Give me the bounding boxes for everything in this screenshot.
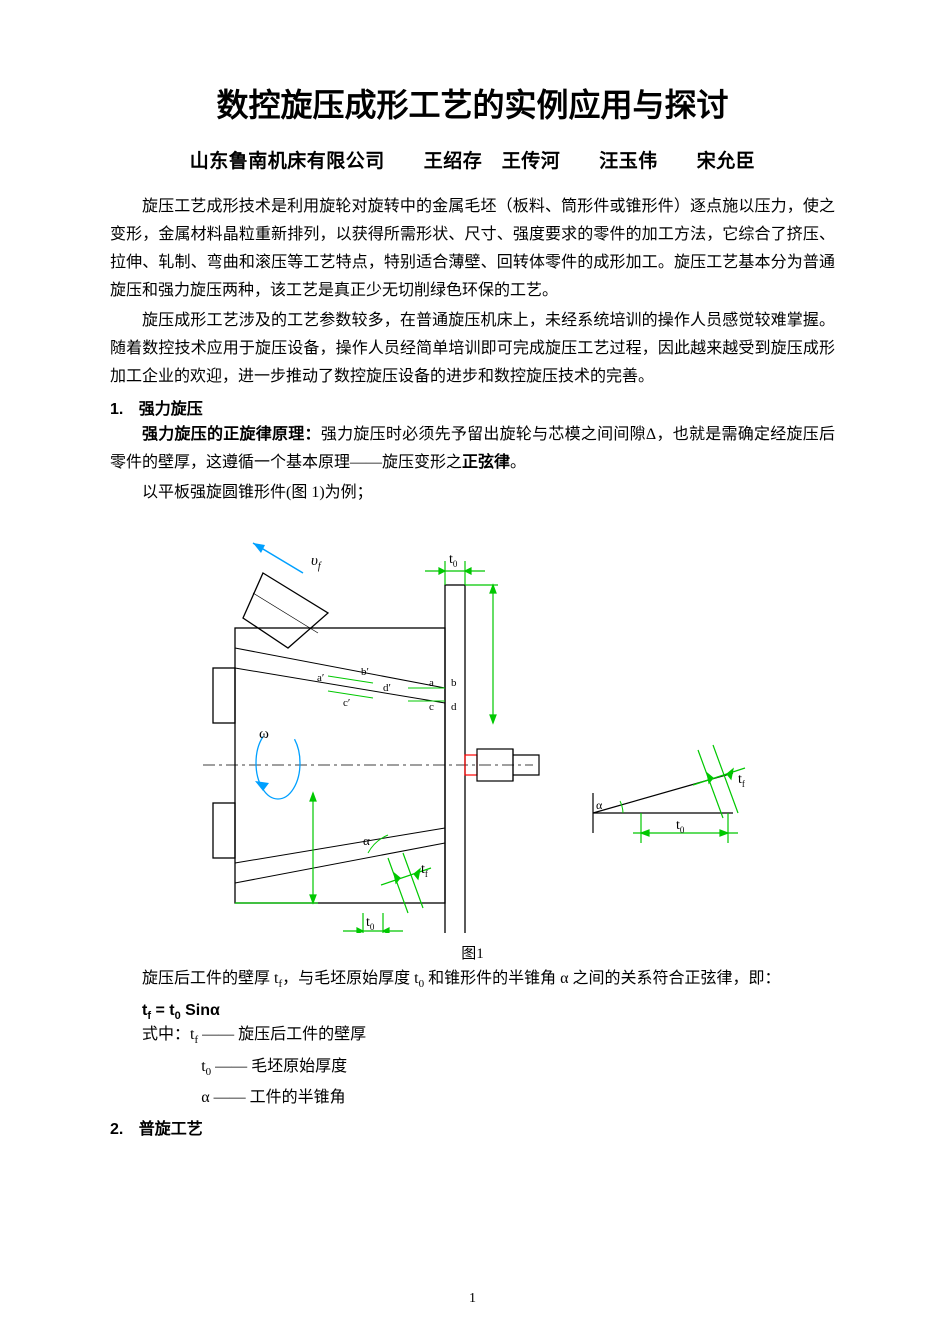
fig-vf-arrow: [253, 543, 303, 573]
fig-label-b: b: [451, 677, 457, 689]
figure-1-caption: 图1: [110, 942, 835, 963]
fig-detail-tf: tf: [738, 772, 745, 789]
fig-label-a: a: [429, 677, 434, 689]
section-1-title: 强力旋压: [139, 401, 203, 418]
section-1-lead-tail: 。: [510, 454, 526, 471]
equation-def-2: t0 —— 毛坯原始厚度: [201, 1054, 835, 1085]
fig-label-vf: υf: [311, 553, 322, 572]
paragraph-3: 旋压后工件的壁厚 tf，与毛坯原始厚度 t0 和锥形件的半锥角 α 之间的关系符…: [110, 965, 835, 998]
fig-cone-lo2: [235, 828, 445, 863]
fig-roller-axis: [253, 593, 318, 633]
fig-label-alpha-lo: α: [363, 833, 370, 848]
fig-label-dp: d′: [383, 682, 391, 694]
fig-label-c: c: [429, 701, 434, 713]
page: 数控旋压成形工艺的实例应用与探讨 山东鲁南机床有限公司 王绍存 王传河 汪玉伟 …: [0, 0, 945, 1337]
fig-mandrel: [235, 628, 445, 903]
fig-label-ap: a′: [317, 672, 324, 684]
figure-1-svg: a b c d a′ b′ c′ d′ υf ω: [193, 513, 753, 933]
fig-cone-up2: [235, 668, 445, 703]
section-1-heading: 1.强力旋压: [110, 395, 835, 419]
fig-chuck-top: [213, 668, 235, 723]
section-1-lead-bold2: 正弦律: [462, 454, 510, 471]
section-1-lead-bold: 强力旋压的正旋律原理：: [142, 426, 321, 443]
fig-detail: α tf: [593, 745, 745, 843]
fig-cone-up1: [235, 648, 445, 688]
figure-1: a b c d a′ b′ c′ d′ υf ω: [110, 513, 835, 963]
fig-label-omega: ω: [259, 726, 269, 742]
equation-def-3: α —— 工件的半锥角: [201, 1085, 835, 1111]
section-1-number: 1.: [110, 401, 139, 419]
fig-label-bp: b′: [361, 666, 369, 678]
section-2-title: 普旋工艺: [139, 1121, 203, 1138]
fig-label-t0-top: t0: [449, 552, 458, 569]
fig-cone-lo1: [235, 843, 445, 883]
fig-dim-height: [235, 793, 318, 903]
equation-defs: 式中：tf —— 旋压后工件的壁厚: [142, 1022, 835, 1053]
fig-roller: [243, 573, 328, 648]
section-1-example-line: 以平板强旋圆锥形件(图 1)为例；: [110, 479, 835, 507]
paragraph-2: 旋压成形工艺涉及的工艺参数较多，在普通旋压机床上，未经系统培训的操作人员感觉较难…: [110, 307, 835, 391]
fig-label-t0-bot: t0: [366, 915, 375, 932]
fig-detail-alpha: α: [596, 798, 603, 812]
section-1-lead: 强力旋压的正旋律原理：强力旋压时必须先予留出旋轮与芯模之间间隙Δ，也就是需确定经…: [110, 421, 835, 477]
authors-line: 山东鲁南机床有限公司 王绍存 王传河 汪玉伟 宋允臣: [110, 146, 835, 173]
page-number: 1: [0, 1291, 945, 1307]
fig-detail-t0: t0: [676, 818, 685, 835]
fig-label-d: d: [451, 701, 457, 713]
paragraph-1: 旋压工艺成形技术是利用旋轮对旋转中的金属毛坯（板料、筒形件或锥形件）逐点施以压力…: [110, 193, 835, 305]
section-2-heading: 2.普旋工艺: [110, 1115, 835, 1139]
fig-label-tf-lo: tf: [421, 862, 428, 879]
section-2-number: 2.: [110, 1121, 139, 1139]
equation-sine-law: tf = t0 Sinα: [142, 1002, 835, 1022]
fig-label-cp: c′: [343, 697, 350, 709]
fig-blank: [445, 585, 465, 933]
document-title: 数控旋压成形工艺的实例应用与探讨: [110, 80, 835, 126]
fig-dim-length: [465, 585, 498, 723]
fig-chuck-bot: [213, 803, 235, 858]
